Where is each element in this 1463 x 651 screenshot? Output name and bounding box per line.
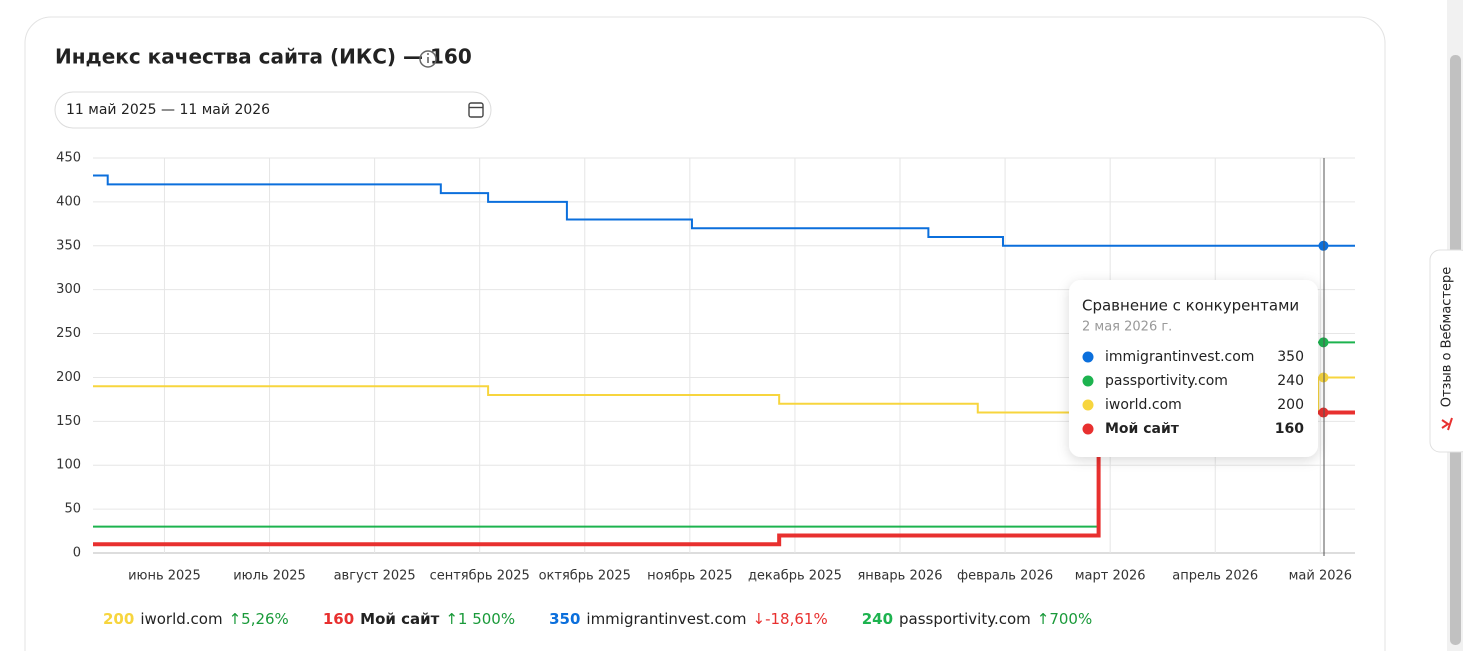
x-tick-label: декабрь 2025 bbox=[748, 569, 842, 584]
date-picker[interactable] bbox=[54, 91, 492, 129]
y-tick-label: 450 bbox=[56, 151, 81, 166]
x-tick-label: январь 2026 bbox=[857, 569, 942, 584]
y-tick-label: 50 bbox=[64, 502, 81, 517]
y-tick-label: 150 bbox=[56, 414, 81, 429]
legend-item[interactable]: 240 passportivity.com ↑700% bbox=[862, 610, 1093, 628]
legend-item[interactable]: 160 Мой сайт ↑1 500% bbox=[323, 610, 515, 628]
legend-name: passportivity.com bbox=[899, 610, 1031, 628]
x-tick-label: октябрь 2025 bbox=[539, 569, 631, 584]
tooltip-box bbox=[1069, 280, 1318, 457]
hover-dot bbox=[1318, 337, 1329, 348]
hover-dot bbox=[1318, 372, 1329, 383]
legend-name: Мой сайт bbox=[360, 610, 440, 628]
legend-change: ↑1 500% bbox=[445, 610, 516, 628]
title: Индекс качества сайта (ИКС) — 160 bbox=[55, 45, 472, 69]
tooltip-name: immigrantinvest.com bbox=[1105, 349, 1254, 365]
info-icon[interactable] bbox=[419, 50, 437, 68]
legend-name: iworld.com bbox=[140, 610, 223, 628]
tooltip-title: Сравнение с конкурентами bbox=[1082, 297, 1299, 315]
legend-value: 160 bbox=[322, 610, 355, 628]
tooltip-value: 350 bbox=[1277, 349, 1304, 365]
x-tick-label: август 2025 bbox=[334, 569, 416, 584]
tooltip-date: 2 мая 2026 г. bbox=[1082, 320, 1172, 335]
y-tick-label: 300 bbox=[56, 282, 81, 297]
x-tick-label: апрель 2026 bbox=[1172, 569, 1258, 584]
date-range: 11 май 2025 — 11 май 2026 bbox=[66, 102, 270, 118]
y-tick-label: 350 bbox=[56, 238, 81, 253]
tooltip-name: passportivity.com bbox=[1105, 373, 1228, 389]
tooltip-value: 200 bbox=[1277, 397, 1304, 413]
tooltip-name: iworld.com bbox=[1105, 397, 1182, 413]
legend-change: ↓-18,61% bbox=[752, 610, 828, 628]
x-tick-label: июль 2025 bbox=[233, 569, 306, 584]
x-tick-label: сентябрь 2025 bbox=[430, 569, 530, 584]
y-tick-label: 250 bbox=[56, 326, 81, 341]
side-tab[interactable] bbox=[1429, 249, 1463, 453]
legend-value: 240 bbox=[861, 610, 894, 628]
x-tick-label: ноябрь 2025 bbox=[647, 569, 732, 584]
series-line bbox=[93, 174, 1355, 247]
hover-dot bbox=[1318, 240, 1329, 251]
legend-change: ↑700% bbox=[1036, 610, 1093, 628]
x-tick-label: июнь 2025 bbox=[128, 569, 201, 584]
legend-item[interactable]: 200 iworld.com ↑5,26% bbox=[103, 610, 289, 628]
x-tick-label: март 2026 bbox=[1075, 569, 1146, 584]
calendar-icon[interactable] bbox=[468, 102, 484, 118]
tooltip-value: 160 bbox=[1275, 421, 1304, 437]
y-tick-label: 0 bbox=[73, 546, 81, 561]
legend-item[interactable]: 350 immigrantinvest.com ↓-18,61% bbox=[549, 610, 828, 628]
tooltip-dot bbox=[1082, 375, 1094, 387]
x-tick-label: февраль 2026 bbox=[957, 569, 1053, 584]
y-tick-label: 100 bbox=[56, 458, 81, 473]
y-tick-label: 400 bbox=[56, 194, 81, 209]
legend-change: ↑5,26% bbox=[228, 610, 289, 628]
legend-name: immigrantinvest.com bbox=[586, 610, 747, 628]
tooltip-dot bbox=[1082, 399, 1094, 411]
feedback-icon bbox=[1441, 417, 1453, 431]
series-line bbox=[93, 376, 1355, 414]
legend-value: 200 bbox=[103, 610, 135, 628]
tooltip: Сравнение с конкурентами 2 мая 2026 г. i… bbox=[1069, 280, 1318, 457]
side-tab-label: Отзыв о Вебмастере bbox=[1440, 267, 1455, 408]
tooltip-name: Мой сайт bbox=[1105, 421, 1180, 437]
x-tick-label: май 2026 bbox=[1289, 569, 1352, 584]
hover-dot bbox=[1318, 407, 1329, 418]
tooltip-value: 240 bbox=[1277, 373, 1304, 389]
legend: 200 iworld.com ↑5,26% 160 Мой сайт ↑1 500% 350… bbox=[103, 610, 1092, 628]
tooltip-dot bbox=[1082, 351, 1094, 363]
legend-value: 350 bbox=[549, 610, 581, 628]
y-tick-label: 200 bbox=[56, 370, 81, 385]
tooltip-dot bbox=[1082, 423, 1094, 435]
